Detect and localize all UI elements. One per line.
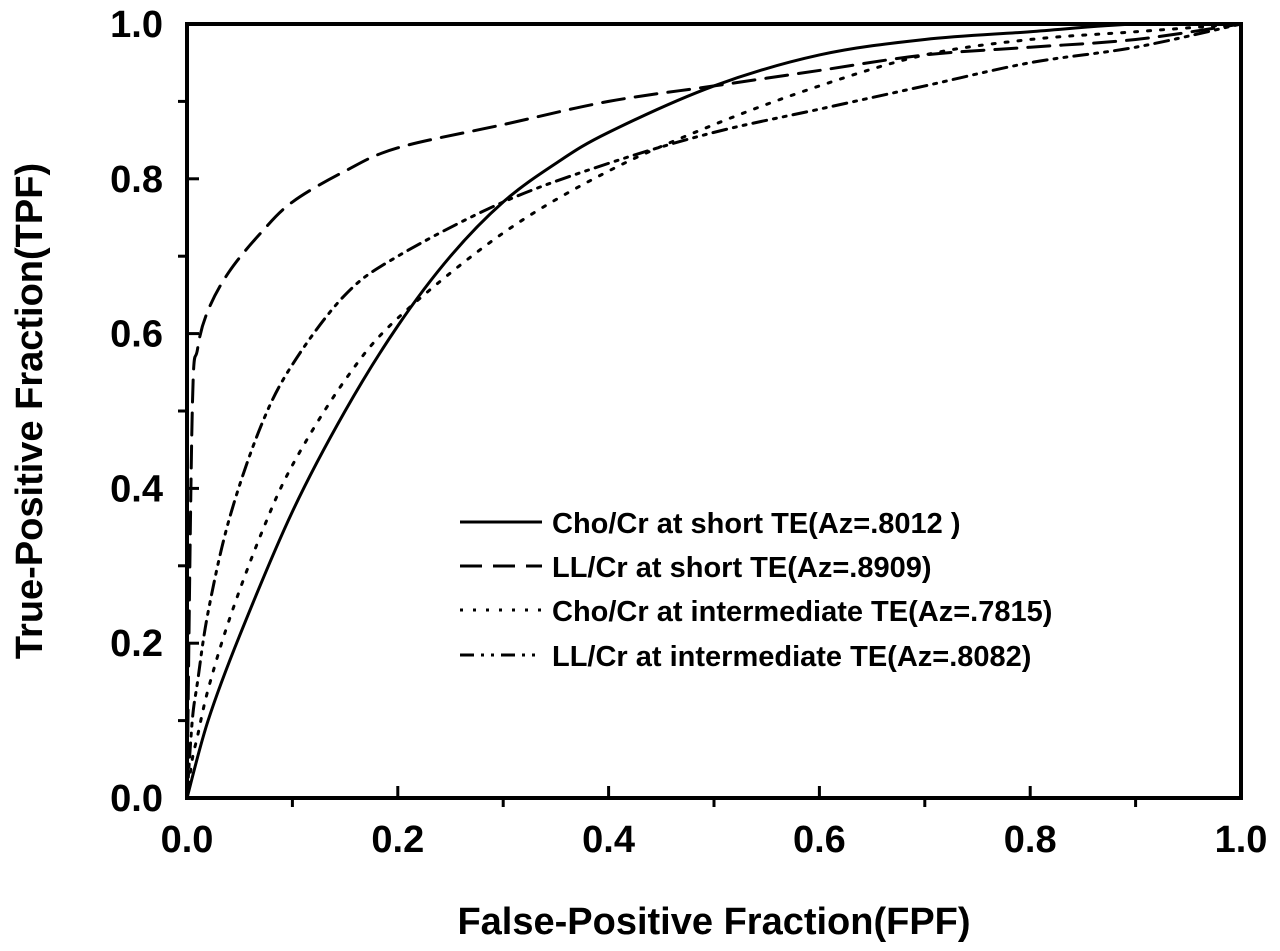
x-tick-label: 0.8 <box>1004 819 1057 861</box>
series-line-1 <box>185 21 1243 800</box>
series-line-2 <box>185 22 1243 800</box>
legend: Cho/Cr at short TE(Az=.8012 ) LL/Cr at sh… <box>460 508 1052 673</box>
x-tick-label: 0.2 <box>371 819 424 861</box>
tick-labels: 0.0 0.2 0.4 0.6 0.8 1.0 0.0 0.2 0.4 0.6 0.8 1.0 <box>110 4 1267 861</box>
x-tick-label: 0.0 <box>161 819 214 861</box>
x-tick-label: 0.4 <box>582 819 635 861</box>
y-tick-label: 1.0 <box>110 4 163 46</box>
series-lines <box>185 21 1243 800</box>
y-axis-label: True-Positive Fraction(TPF) <box>9 163 51 659</box>
y-tick-label: 0.2 <box>110 623 163 665</box>
series-line-3 <box>185 22 1243 800</box>
x-axis-label: False-Positive Fraction(FPF) <box>457 901 970 943</box>
x-tick-label: 1.0 <box>1215 819 1268 861</box>
y-tick-label: 0.4 <box>110 468 163 510</box>
y-tick-label: 0.8 <box>110 159 163 201</box>
axis-ticks <box>178 99 1138 807</box>
x-tick-label: 0.6 <box>793 819 846 861</box>
y-tick-label: 0.6 <box>110 314 163 356</box>
y-tick-label: 0.0 <box>110 778 163 820</box>
legend-label: LL/Cr at short TE(Az=.8909) <box>552 552 932 584</box>
series-line-4 <box>185 22 1243 800</box>
legend-label: LL/Cr at intermediate TE(Az=.8082) <box>552 641 1031 673</box>
legend-label: Cho/Cr at intermediate TE(Az=.7815) <box>552 596 1052 628</box>
legend-label: Cho/Cr at short TE(Az=.8012 ) <box>552 508 961 540</box>
